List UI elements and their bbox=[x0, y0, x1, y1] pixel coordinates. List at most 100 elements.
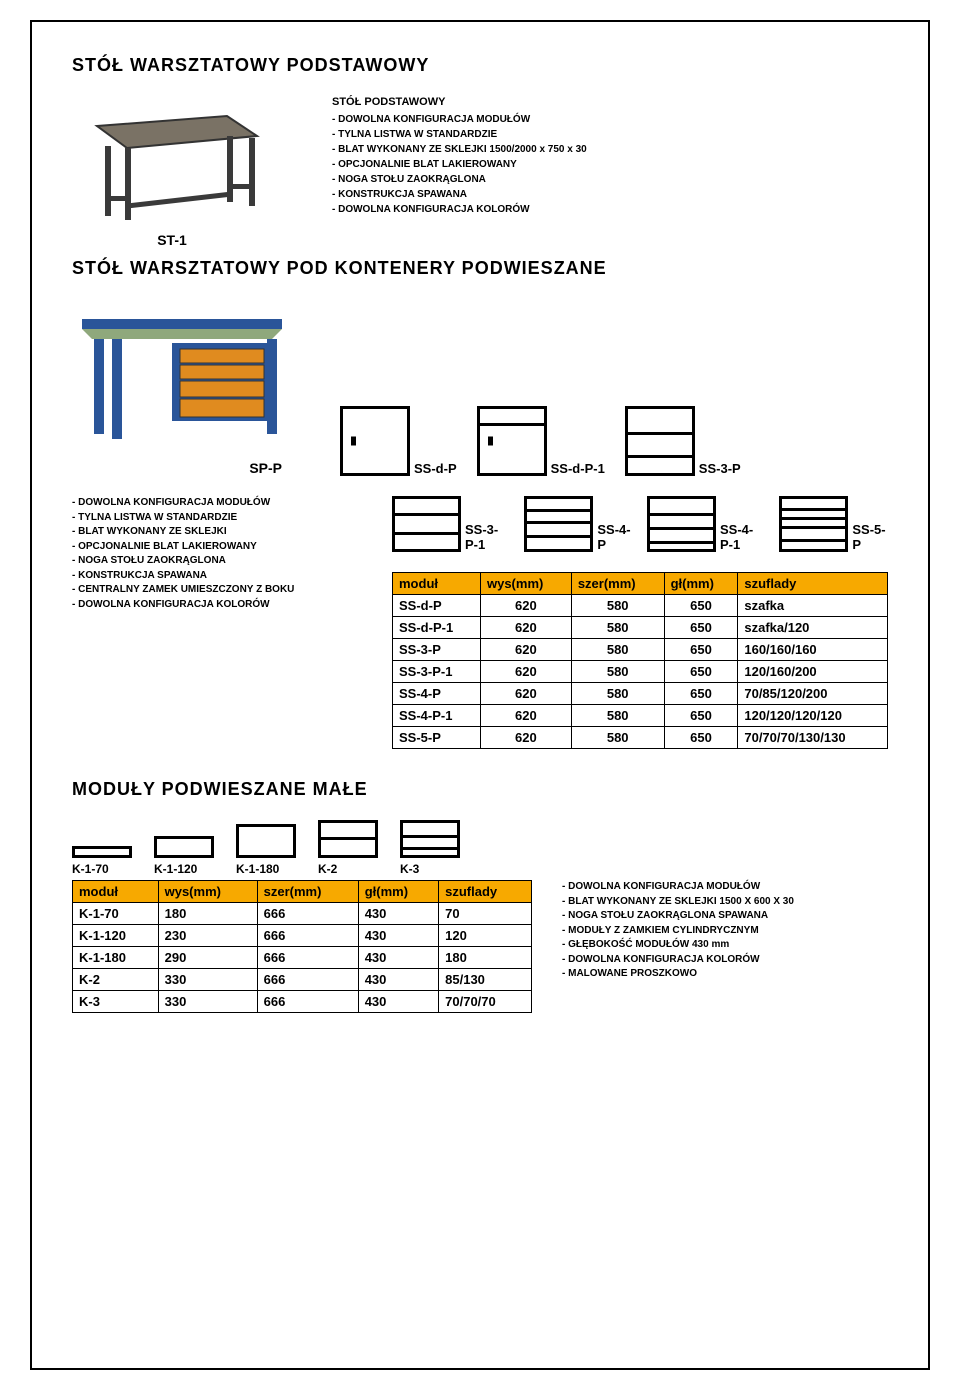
table-cell: 650 bbox=[664, 595, 738, 617]
spec-item: OPCJONALNIE BLAT LAKIEROWANY bbox=[332, 157, 587, 172]
module-icon: SS-5-P bbox=[779, 496, 888, 552]
table-cell: 666 bbox=[257, 991, 358, 1013]
module-icon: K-3 bbox=[400, 820, 460, 876]
spec-item: BLAT WYKONANY ZE SKLEJKI 1500/2000 x 750… bbox=[332, 142, 587, 157]
spec-item: DOWOLNA KONFIGURACJA MODUŁÓW bbox=[332, 112, 587, 127]
st1-spec-list: DOWOLNA KONFIGURACJA MODUŁÓWTYLNA LISTWA… bbox=[332, 112, 587, 217]
module-icon-label: K-1-120 bbox=[154, 862, 214, 876]
table-cell: 620 bbox=[480, 661, 571, 683]
section3: MODUŁY PODWIESZANE MAŁE K-1-70 K-1-120 K-1… bbox=[72, 779, 888, 1013]
module-icon-label: SS-4-P bbox=[597, 522, 633, 552]
table-cell: 666 bbox=[257, 903, 358, 925]
module-icon: SS-4-P-1 bbox=[647, 496, 765, 552]
table-row: K-1-7018066643070 bbox=[73, 903, 532, 925]
section1-body: ST-1 STÓŁ PODSTAWOWY DOWOLNA KONFIGURACJ… bbox=[72, 96, 888, 248]
table-header: moduł bbox=[73, 881, 159, 903]
table-cell: 70/70/70/130/130 bbox=[738, 727, 888, 749]
table-row: SS-4-P62058065070/85/120/200 bbox=[393, 683, 888, 705]
table-cell: 620 bbox=[480, 639, 571, 661]
table-cell: 580 bbox=[571, 683, 664, 705]
table-cell: SS-3-P-1 bbox=[393, 661, 481, 683]
table-spp-svg bbox=[72, 299, 292, 449]
spec-item: KONSTRUKCJA SPAWANA bbox=[332, 187, 587, 202]
table-cell: 70/85/120/200 bbox=[738, 683, 888, 705]
spec-item: DOWOLNA KONFIGURACJA KOLORÓW bbox=[72, 598, 362, 613]
module-icon-label: SS-d-P-1 bbox=[551, 461, 605, 476]
table-cell: 430 bbox=[358, 991, 438, 1013]
table-cell: 650 bbox=[664, 617, 738, 639]
table-cell: 650 bbox=[664, 639, 738, 661]
section2-table: modułwys(mm)szer(mm)gł(mm)szuflady SS-d-… bbox=[392, 572, 888, 749]
table-cell: 430 bbox=[358, 969, 438, 991]
table-row: K-233066643085/130 bbox=[73, 969, 532, 991]
spec-item: DOWOLNA KONFIGURACJA KOLORÓW bbox=[562, 953, 888, 968]
table-cell: 580 bbox=[571, 705, 664, 727]
table-cell: 85/130 bbox=[439, 969, 532, 991]
spec-item: BLAT WYKONANY ZE SKLEJKI bbox=[72, 525, 362, 540]
table-cell: 580 bbox=[571, 595, 664, 617]
table-cell: SS-4-P bbox=[393, 683, 481, 705]
table-cell: 160/160/160 bbox=[738, 639, 888, 661]
spec-item: NOGA STOŁU ZAOKRĄGLONA bbox=[332, 172, 587, 187]
table-header: moduł bbox=[393, 573, 481, 595]
table-cell: 666 bbox=[257, 947, 358, 969]
table-cell: SS-d-P bbox=[393, 595, 481, 617]
spec-item: BLAT WYKONANY ZE SKLEJKI 1500 X 600 X 30 bbox=[562, 895, 888, 910]
spec-item: CENTRALNY ZAMEK UMIESZCZONY Z BOKU bbox=[72, 583, 362, 598]
table-header: szuflady bbox=[439, 881, 532, 903]
table-st1-svg bbox=[77, 96, 267, 226]
section2-specs: DOWOLNA KONFIGURACJA MODUŁÓWTYLNA LISTWA… bbox=[72, 496, 362, 612]
table-cell: K-1-180 bbox=[73, 947, 159, 969]
module-icon-label: K-1-70 bbox=[72, 862, 132, 876]
table-cell: 330 bbox=[158, 991, 257, 1013]
table-cell: 620 bbox=[480, 595, 571, 617]
st1-specs: STÓŁ PODSTAWOWY DOWOLNA KONFIGURACJA MOD… bbox=[332, 96, 587, 217]
spec-item: MALOWANE PROSZKOWO bbox=[562, 967, 888, 982]
table-header: gł(mm) bbox=[358, 881, 438, 903]
module-icon-label: SS-3-P bbox=[699, 461, 741, 476]
module-icon: SS-3-P-1 bbox=[392, 496, 510, 552]
module-icon: K-2 bbox=[318, 820, 378, 876]
table-cell: 650 bbox=[664, 661, 738, 683]
spec-item: GŁĘBOKOŚĆ MODUŁÓW 430 mm bbox=[562, 938, 888, 953]
module-icon-label: SS-4-P-1 bbox=[720, 522, 766, 552]
module-icon-label: SS-5-P bbox=[852, 522, 888, 552]
table-cell: 180 bbox=[158, 903, 257, 925]
table-row: SS-d-P-1620580650szafka/120 bbox=[393, 617, 888, 639]
table-cell: szafka bbox=[738, 595, 888, 617]
table-cell: 70 bbox=[439, 903, 532, 925]
table-header: wys(mm) bbox=[480, 573, 571, 595]
table-row: SS-3-P620580650160/160/160 bbox=[393, 639, 888, 661]
st1-spec-title: STÓŁ PODSTAWOWY bbox=[332, 96, 587, 108]
section3-title: MODUŁY PODWIESZANE MAŁE bbox=[72, 779, 888, 800]
table-cell: 290 bbox=[158, 947, 257, 969]
module-icon-label: SS-d-P bbox=[414, 461, 457, 476]
spec-item: DOWOLNA KONFIGURACJA KOLORÓW bbox=[332, 202, 587, 217]
table-cell: 666 bbox=[257, 969, 358, 991]
table-cell: 70/70/70 bbox=[439, 991, 532, 1013]
module-icon: K-1-70 bbox=[72, 846, 132, 876]
module-icon: SS-4-P bbox=[524, 496, 633, 552]
spp-label: SP-P bbox=[72, 460, 282, 476]
section3-table: modułwys(mm)szer(mm)gł(mm)szuflady K-1-7… bbox=[72, 880, 532, 1013]
table-cell: 650 bbox=[664, 727, 738, 749]
table-cell: K-2 bbox=[73, 969, 159, 991]
section2-body: DOWOLNA KONFIGURACJA MODUŁÓWTYLNA LISTWA… bbox=[72, 496, 888, 749]
table-row: K-1-180290666430180 bbox=[73, 947, 532, 969]
section3-spec-list: DOWOLNA KONFIGURACJA MODUŁÓWBLAT WYKONAN… bbox=[562, 880, 888, 982]
table-cell: SS-3-P bbox=[393, 639, 481, 661]
table-row: SS-5-P62058065070/70/70/130/130 bbox=[393, 727, 888, 749]
table-header: gł(mm) bbox=[664, 573, 738, 595]
table-cell: 230 bbox=[158, 925, 257, 947]
table-cell: 120 bbox=[439, 925, 532, 947]
module-icon: SS-d-P bbox=[340, 406, 457, 476]
table-cell: 580 bbox=[571, 639, 664, 661]
spec-item: KONSTRUKCJA SPAWANA bbox=[72, 569, 362, 584]
spec-item: TYLNA LISTWA W STANDARDZIE bbox=[332, 127, 587, 142]
table-cell: K-1-70 bbox=[73, 903, 159, 925]
table-cell: 666 bbox=[257, 925, 358, 947]
sp-p-image: SP-P bbox=[72, 299, 292, 476]
page-frame: STÓŁ WARSZTATOWY PODSTAWOWY ST-1 STÓŁ PO… bbox=[30, 20, 930, 1370]
table-cell: 120/160/200 bbox=[738, 661, 888, 683]
section2-spec-list: DOWOLNA KONFIGURACJA MODUŁÓWTYLNA LISTWA… bbox=[72, 496, 362, 612]
